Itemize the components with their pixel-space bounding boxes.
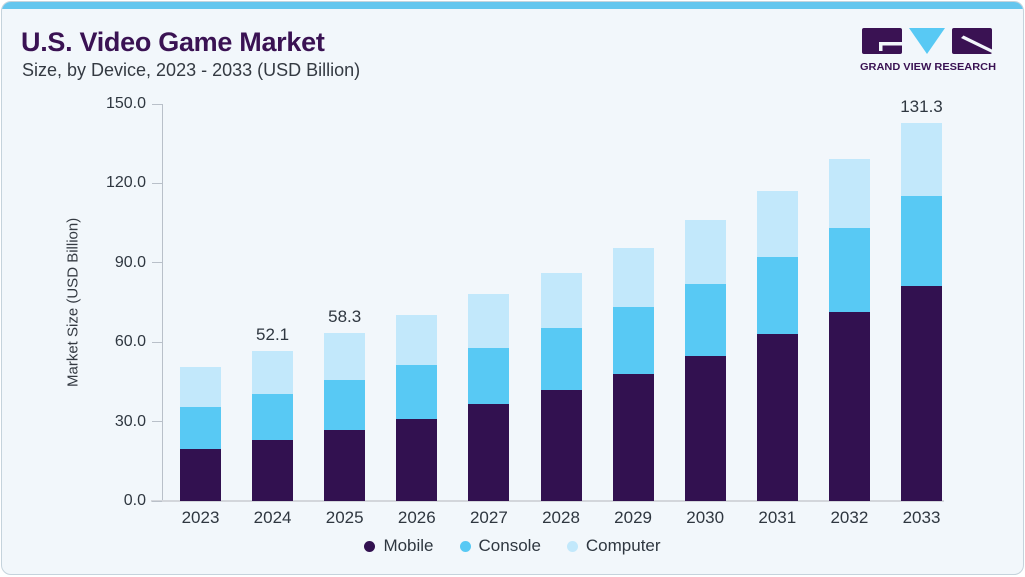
bar-segment-2026-computer	[396, 315, 438, 366]
bar-segment-2032-mobile	[828, 312, 870, 501]
bar-segment-2029-computer	[612, 247, 654, 307]
x-axis-label-2027: 2027	[469, 508, 508, 527]
bar-segment-2030-console	[684, 283, 726, 356]
legend-dot-icon	[459, 540, 471, 552]
bar-segment-2033-computer	[901, 122, 942, 197]
bar-segment-2031-mobile	[756, 334, 798, 501]
bar-segment-2031-computer	[756, 190, 798, 257]
y-axis-line	[162, 104, 163, 501]
y-axis-tick-label: 120.0	[105, 174, 146, 192]
legend-label: Console	[478, 536, 541, 555]
bar-total-label-2024: 52.1	[256, 325, 290, 344]
y-axis-tick	[152, 262, 162, 264]
legend-dot-icon	[566, 540, 578, 552]
legend-label: Mobile	[383, 536, 434, 555]
bar-total-label-2025: 58.3	[328, 307, 362, 327]
bar-segment-2023-computer	[180, 366, 221, 408]
y-axis-tick	[152, 421, 162, 423]
y-axis-tick-label: 90.0	[114, 253, 146, 271]
bar-segment-2027-computer	[468, 293, 510, 349]
bar-segment-2028-console	[540, 327, 582, 390]
y-axis-tick	[152, 103, 162, 105]
y-axis-tick-label: 60.0	[114, 333, 146, 351]
legend-item-console: Console	[459, 536, 541, 556]
x-axis-label-2023: 2023	[181, 508, 220, 527]
bar-segment-2029-mobile	[612, 374, 654, 501]
bar-segment-2030-computer	[684, 220, 726, 284]
gvr-logo-icon: GRAND VIEW RESEARCH	[860, 28, 996, 73]
y-axis-tick	[152, 182, 162, 184]
bar-segment-2031-console	[756, 256, 798, 335]
bar-segment-2025-mobile	[324, 429, 366, 501]
x-axis-label-2032: 2032	[830, 508, 869, 527]
brand-name: GRAND VIEW RESEARCH	[860, 62, 996, 73]
bar-total-label-2033: 131.3	[900, 96, 943, 116]
y-axis-tick	[152, 500, 162, 502]
bar-segment-2024-computer	[252, 351, 294, 394]
bar-segment-2033-console	[901, 196, 942, 286]
bar-segment-2024-console	[252, 393, 294, 440]
y-axis-tick-label: 0.0	[123, 492, 146, 509]
bar-segment-2029-console	[612, 306, 654, 375]
bar-segment-2030-mobile	[684, 355, 726, 501]
bar-segment-2026-mobile	[396, 418, 438, 501]
x-axis-label-2024: 2024	[253, 508, 292, 527]
bar-segment-2027-console	[468, 348, 510, 404]
x-axis-line	[151, 500, 944, 502]
bar-segment-2025-console	[324, 380, 366, 430]
page-title: U.S. Video Game Market	[21, 27, 325, 57]
bar-segment-2027-mobile	[468, 403, 510, 501]
bar-segment-2028-mobile	[540, 389, 582, 501]
bar-segment-2026-console	[396, 365, 438, 419]
bar-segment-2032-computer	[828, 158, 870, 229]
x-axis-label-2028: 2028	[542, 508, 580, 527]
bar-segment-2023-mobile	[180, 448, 221, 501]
x-axis-label-2025: 2025	[325, 508, 364, 527]
y-axis-tick-label: 30.0	[114, 412, 146, 430]
x-axis-label-2029: 2029	[614, 508, 652, 527]
bar-segment-2024-mobile	[252, 439, 294, 501]
x-axis-label-2031: 2031	[758, 508, 797, 527]
bar-segment-2033-mobile	[901, 285, 942, 501]
page-subtitle: Size, by Device, 2023 - 2033 (USD Billio…	[22, 60, 361, 80]
legend-dot-icon	[364, 540, 376, 552]
bar-segment-2023-console	[180, 407, 221, 449]
legend-item-mobile: Mobile	[364, 536, 434, 556]
bar-segment-2028-computer	[540, 272, 582, 328]
chart-legend: Mobile Console Computer	[2, 536, 1023, 556]
x-axis-label-2033: 2033	[902, 508, 941, 527]
legend-label: Computer	[585, 536, 661, 555]
bar-segment-2025-computer	[324, 333, 366, 381]
x-axis-label-2030: 2030	[686, 508, 725, 527]
bar-segment-2032-console	[828, 228, 870, 313]
brand-logo: GRAND VIEW RESEARCH	[857, 26, 999, 74]
legend-item-computer: Computer	[566, 536, 661, 556]
x-axis-label-2026: 2026	[397, 508, 436, 527]
y-axis-tick-label: 150.0	[105, 95, 146, 112]
y-axis-tick	[152, 341, 162, 343]
top-accent-bar	[2, 2, 1023, 9]
